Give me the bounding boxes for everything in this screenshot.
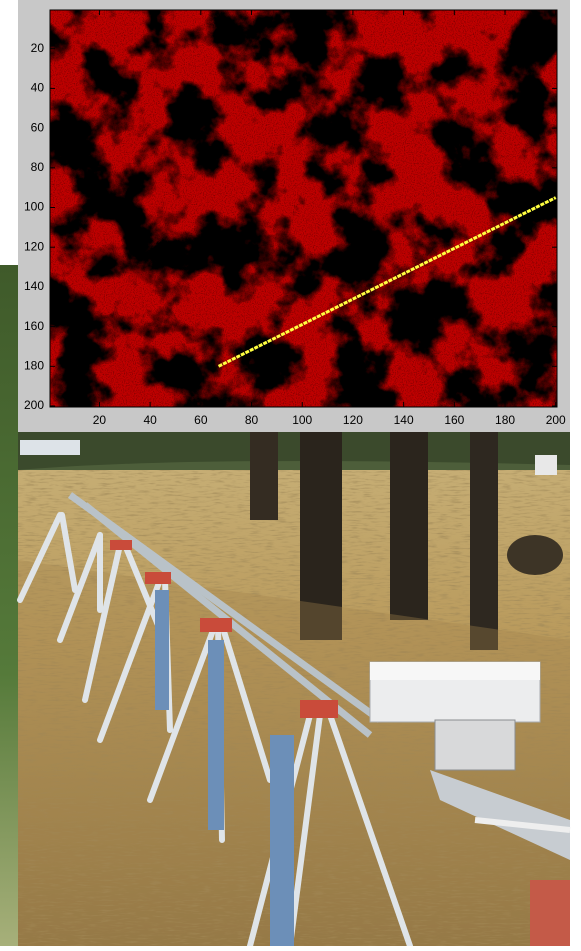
x-tick-label: 80 [245, 413, 259, 427]
x-tick-label: 60 [194, 413, 208, 427]
photo [18, 430, 570, 946]
axes [50, 10, 557, 407]
x-tick-label: 180 [495, 413, 515, 427]
x-tick-label: 20 [93, 413, 107, 427]
foliage-strip [0, 265, 20, 946]
x-tick-label: 200 [546, 413, 566, 427]
y-tick-label: 100 [24, 200, 44, 214]
page: 20 40 60 80 100 120 140 160 180 200 20 40 60 80 100 120… [0, 0, 581, 946]
x-tick-label: 40 [143, 413, 157, 427]
x-tick-label: 100 [292, 413, 312, 427]
x-tick-label: 120 [343, 413, 363, 427]
y-tick-label: 80 [31, 160, 45, 174]
y-tick-label: 120 [24, 239, 44, 253]
y-tick-label: 180 [24, 358, 44, 372]
y-tick-label: 200 [24, 398, 44, 412]
x-tick-label: 140 [394, 413, 414, 427]
y-tick-label: 60 [31, 120, 45, 134]
y-tick-label: 160 [24, 319, 44, 333]
y-tick-label: 20 [31, 41, 45, 55]
y-tick-label: 140 [24, 279, 44, 293]
y-tick-label: 40 [31, 81, 45, 95]
x-tick-label: 160 [444, 413, 464, 427]
